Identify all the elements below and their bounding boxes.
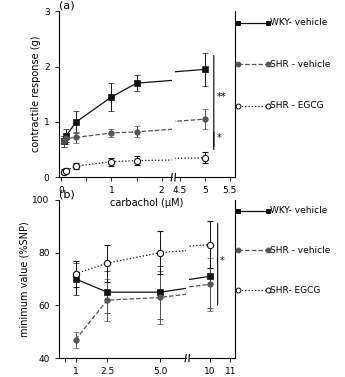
Text: SHR - EGCG: SHR - EGCG (270, 101, 324, 110)
Text: WKY- vehicle: WKY- vehicle (270, 206, 327, 215)
Text: WKY- vehicle: WKY- vehicle (270, 18, 327, 28)
Y-axis label: contractile response (g): contractile response (g) (31, 36, 41, 153)
Text: *: * (220, 256, 225, 265)
Text: SHR - vehicle: SHR - vehicle (270, 246, 331, 255)
Text: **: ** (216, 92, 226, 102)
Text: (b): (b) (59, 189, 75, 199)
Text: SHR- EGCG: SHR- EGCG (270, 285, 321, 294)
Text: carbachol (μM): carbachol (μM) (110, 198, 183, 208)
Y-axis label: minimum value (%SNP): minimum value (%SNP) (20, 221, 30, 337)
Text: (a): (a) (59, 0, 74, 11)
Text: SHR - vehicle: SHR - vehicle (270, 60, 331, 69)
Text: *: * (216, 133, 221, 144)
